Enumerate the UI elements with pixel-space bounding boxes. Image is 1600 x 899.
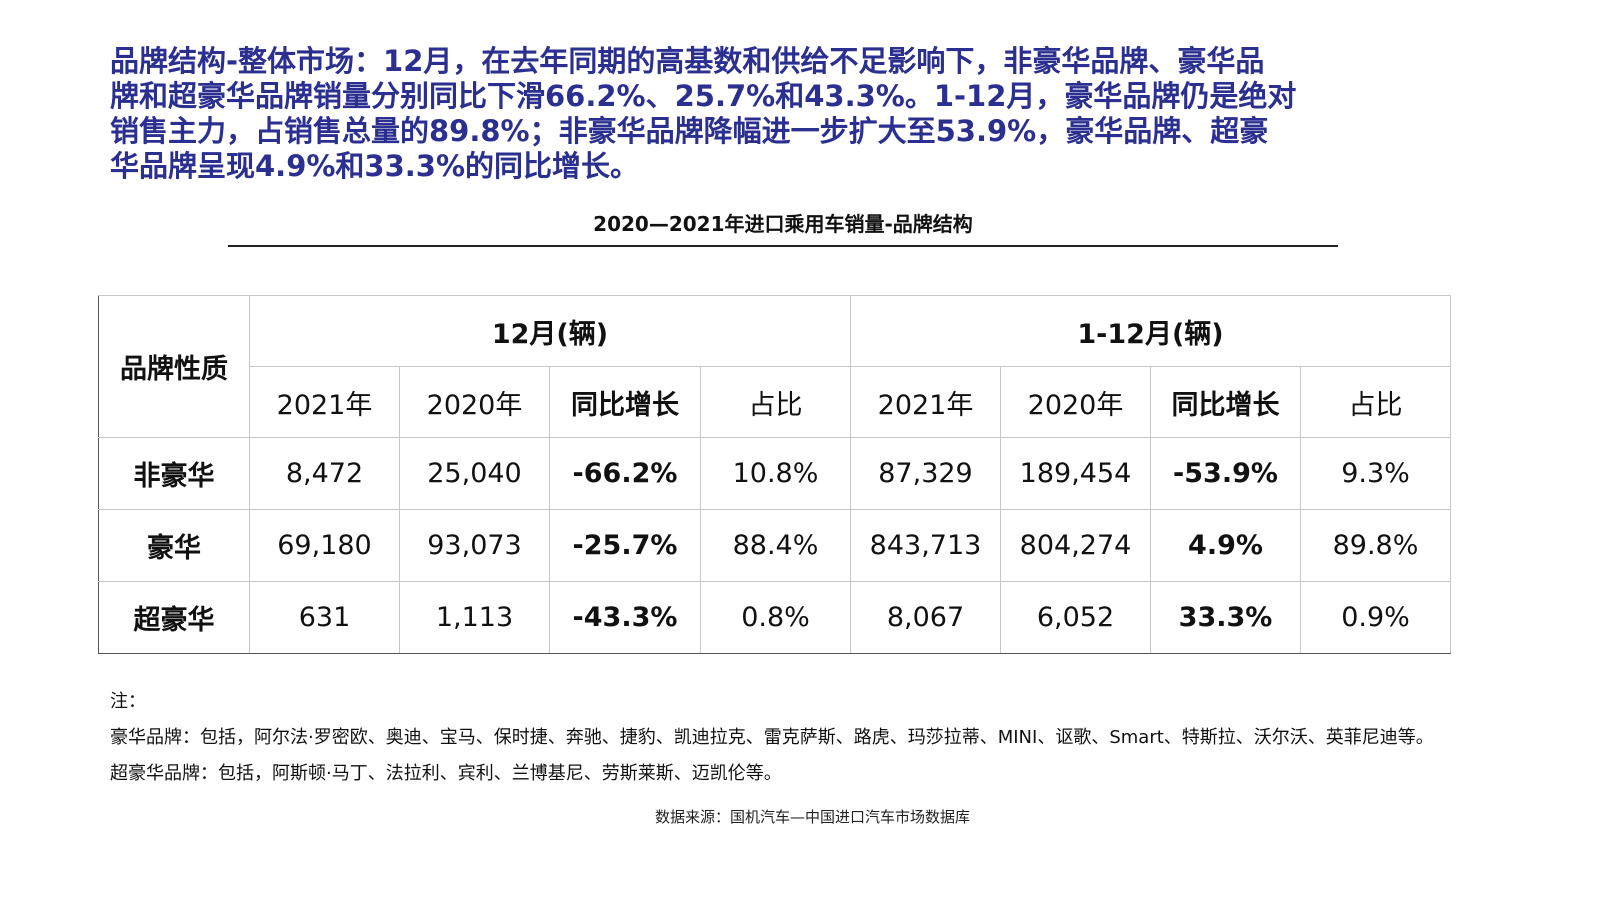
subheader-row: 2021年 2020年 同比增长 占比 2021年 2020年 同比增长 占比: [99, 366, 1451, 438]
subheader: 同比增长: [1150, 366, 1301, 438]
cell: 33.3%: [1150, 581, 1301, 654]
note-line: 超豪华品牌：包括，阿斯顿·马丁、法拉利、宾利、兰博基尼、劳斯莱斯、迈凯伦等。: [110, 763, 782, 784]
cell: 631: [249, 581, 400, 654]
cell: 8,472: [249, 437, 400, 510]
row-label: 豪华: [98, 509, 250, 582]
row-label: 超豪华: [98, 581, 250, 654]
sales-table: 品牌性质 12月(辆) 1-12月(辆) 2021年 2020年 同比增长 占比 2021年 2…: [98, 295, 1451, 654]
cell: 0.9%: [1300, 581, 1451, 654]
cell: 1,113: [399, 581, 550, 654]
group-header: 1-12月(辆): [850, 295, 1451, 367]
cell: 8,067: [850, 581, 1001, 654]
cell: 4.9%: [1150, 509, 1301, 582]
cell: -25.7%: [549, 509, 701, 582]
cell: -43.3%: [549, 581, 701, 654]
data-row: 超豪华 631 1,113 -43.3% 0.8% 8,067 6,052 33.3% 0.9%: [98, 581, 1451, 654]
cell: 88.4%: [700, 509, 851, 582]
cell: 9.3%: [1300, 437, 1451, 510]
headline-line: 牌和超豪华品牌销量分别同比下滑66.2%、25.7%和43.3%。1-12月，豪…: [110, 79, 1297, 113]
subheader: 占比: [1300, 366, 1451, 438]
cell: 843,713: [850, 509, 1001, 582]
data-row: 非豪华 8,472 25,040 -66.2% 10.8% 87,329 189,454 -5…: [98, 437, 1451, 510]
note-line: 注：: [110, 691, 146, 712]
headline-line: 华品牌呈现4.9%和33.3%的同比增长。: [110, 149, 640, 183]
table-title: 2020—2021年进口乘用车销量-品牌结构: [593, 212, 973, 236]
cell: 87,329: [850, 437, 1001, 510]
corner-header: 品牌性质: [98, 295, 250, 438]
headline-line: 销售主力，占销售总量的89.8%；非豪华品牌降幅进一步扩大至53.9%，豪华品牌…: [110, 114, 1269, 148]
subheader: 2021年: [249, 366, 400, 438]
source: 数据来源：国机汽车—中国进口汽车市场数据库: [654, 808, 970, 826]
header-row: 品牌性质 12月(辆) 1-12月(辆): [98, 295, 1451, 438]
cell: 89.8%: [1300, 509, 1451, 582]
data-row: 豪华 69,180 93,073 -25.7% 88.4% 843,713 804,274 4…: [98, 509, 1451, 582]
subheader: 2020年: [1000, 366, 1151, 438]
subheader: 同比增长: [549, 366, 701, 438]
cell: 0.8%: [700, 581, 851, 654]
title-rule: [228, 245, 1338, 247]
subheader: 2021年: [850, 366, 1001, 438]
cell: 10.8%: [700, 437, 851, 510]
note-line: 豪华品牌：包括，阿尔法·罗密欧、奥迪、宝马、保时捷、奔驰、捷豹、凯迪拉克、雷克萨…: [110, 727, 1434, 748]
headline: 品牌结构-整体市场：12月，在去年同期的高基数和供给不足影响下，非豪华品牌、豪华…: [110, 44, 1550, 184]
headline-line: 品牌结构-整体市场：12月，在去年同期的高基数和供给不足影响下，非豪华品牌、豪华…: [110, 44, 1265, 78]
cell: 25,040: [399, 437, 550, 510]
cell: 69,180: [249, 509, 400, 582]
subheader: 占比: [700, 366, 851, 438]
cell: -66.2%: [549, 437, 701, 510]
cell: 189,454: [1000, 437, 1151, 510]
row-label: 非豪华: [98, 437, 250, 510]
cell: 93,073: [399, 509, 550, 582]
cell: 6,052: [1000, 581, 1151, 654]
notes: 注： 豪华品牌：包括，阿尔法·罗密欧、奥迪、宝马、保时捷、奔驰、捷豹、凯迪拉克、雷…: [110, 684, 1434, 792]
subheader: 2020年: [399, 366, 550, 438]
cell: 804,274: [1000, 509, 1151, 582]
cell: -53.9%: [1150, 437, 1301, 510]
group-header: 12月(辆): [249, 295, 851, 367]
